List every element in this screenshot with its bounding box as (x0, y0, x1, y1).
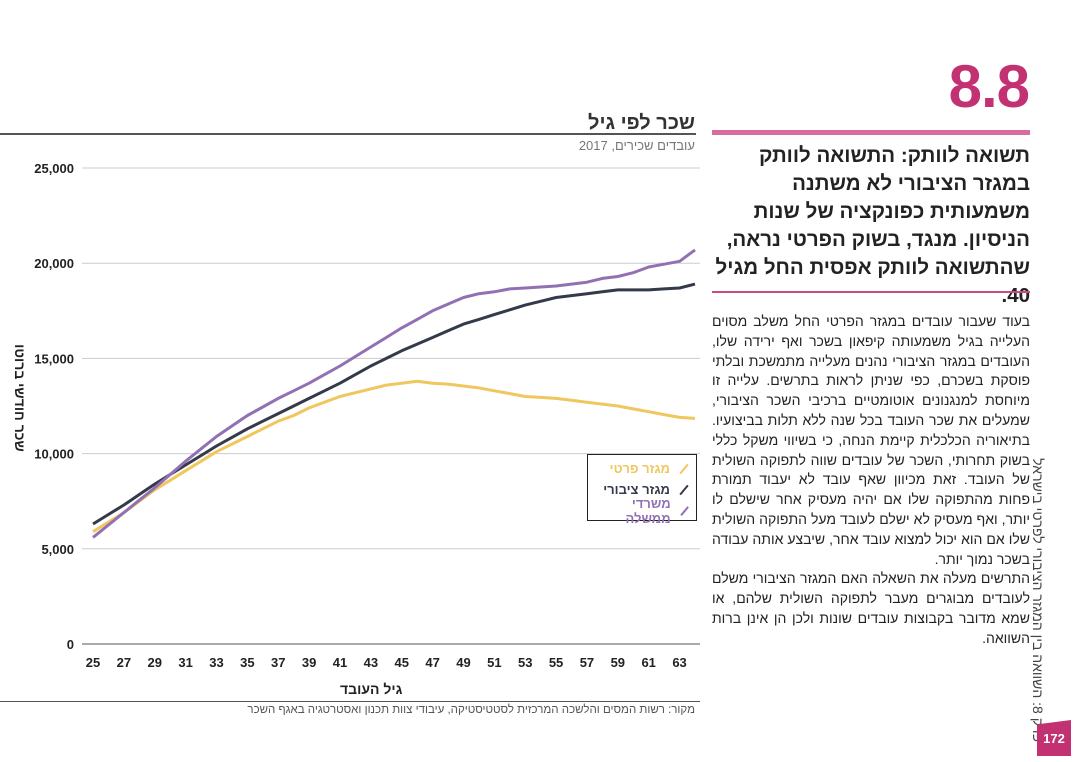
x-tick-label: 35 (240, 655, 254, 670)
chart-subtitle: עובדים שכירים, 2017 (578, 138, 695, 153)
y-tick-label: 25,000 (34, 161, 74, 176)
x-tick-label: 51 (487, 655, 501, 670)
y-tick-label: 10,000 (34, 447, 74, 462)
legend-item-public: מגזר ציבורי (588, 480, 690, 499)
chart-title: שכר לפי גיל (588, 112, 695, 134)
legend-label: משרדי ממשלה (625, 495, 671, 526)
x-tick-label: 53 (518, 655, 532, 670)
x-tick-label: 47 (425, 655, 439, 670)
source-divider (0, 701, 700, 702)
title-divider (0, 133, 696, 135)
y-tick-label: 20,000 (34, 256, 74, 271)
y-tick-label: 15,000 (34, 351, 74, 366)
x-tick-label: 41 (333, 655, 347, 670)
x-tick-label: 61 (641, 655, 655, 670)
legend-swatch (679, 505, 689, 516)
x-tick-label: 59 (611, 655, 625, 670)
x-axis-label: גיל העובד (340, 681, 403, 697)
chapter-side-title: פרק 8: השוואה בין המגזר הציבורי לפרטי בי… (1030, 458, 1046, 742)
x-tick-label: 63 (672, 655, 686, 670)
x-tick-label: 57 (580, 655, 594, 670)
legend-label: מגזר ציבורי (603, 482, 670, 497)
legend-swatch (679, 463, 689, 474)
chart-source: מקור: רשות המסים והלשכה המרכזית לסטטיסטי… (247, 704, 695, 716)
line-chart: 0 5,000 10,000 15,000 20,000 25,000 25 27 29 31 33… (34, 161, 700, 670)
y-axis-label: שכר חודשי ברוטו (12, 344, 28, 452)
legend-item-private: מגזר פרטי (588, 459, 690, 478)
x-tick-label: 33 (209, 655, 223, 670)
y-tick-label: 5,000 (41, 542, 74, 557)
section-number: 8.8 (948, 53, 1030, 120)
section-heading: תשואה לוותק: התשואה לוותק במגזר הציבורי … (715, 144, 1030, 307)
x-tick-label: 39 (302, 655, 316, 670)
x-tick-label: 55 (549, 655, 563, 670)
heading-divider (712, 291, 1030, 293)
page-number: 172 (1037, 720, 1071, 756)
series-line-1 (92, 282, 696, 526)
body-paragraph: בעוד שעבור עובדים במגזר הפרטי החל משלב מ… (712, 313, 1030, 567)
section-accent-bar (712, 130, 1030, 135)
x-tick-label: 25 (86, 655, 100, 670)
series-line-0 (92, 379, 696, 533)
chart-legend: מגזר פרטי מגזר ציבורי משרדי ממשלה (587, 454, 697, 526)
body-text: בעוד שעבור עובדים במגזר הפרטי החל משלב מ… (712, 312, 1030, 649)
x-tick-label: 49 (456, 655, 470, 670)
x-tick-label: 45 (394, 655, 408, 670)
x-tick-label: 43 (364, 655, 378, 670)
x-tick-label: 37 (271, 655, 285, 670)
x-tick-label: 31 (178, 655, 192, 670)
x-tick-label: 29 (148, 655, 162, 670)
legend-label: מגזר פרטי (609, 461, 670, 476)
x-tick-label: 27 (117, 655, 131, 670)
body-paragraph: התרשים מעלה את השאלה האם המגזר הציבורי מ… (712, 570, 1030, 646)
legend-swatch (679, 484, 689, 495)
y-tick-label: 0 (67, 637, 74, 652)
series-line-2 (92, 248, 696, 539)
legend-item-government: משרדי ממשלה (588, 496, 690, 526)
